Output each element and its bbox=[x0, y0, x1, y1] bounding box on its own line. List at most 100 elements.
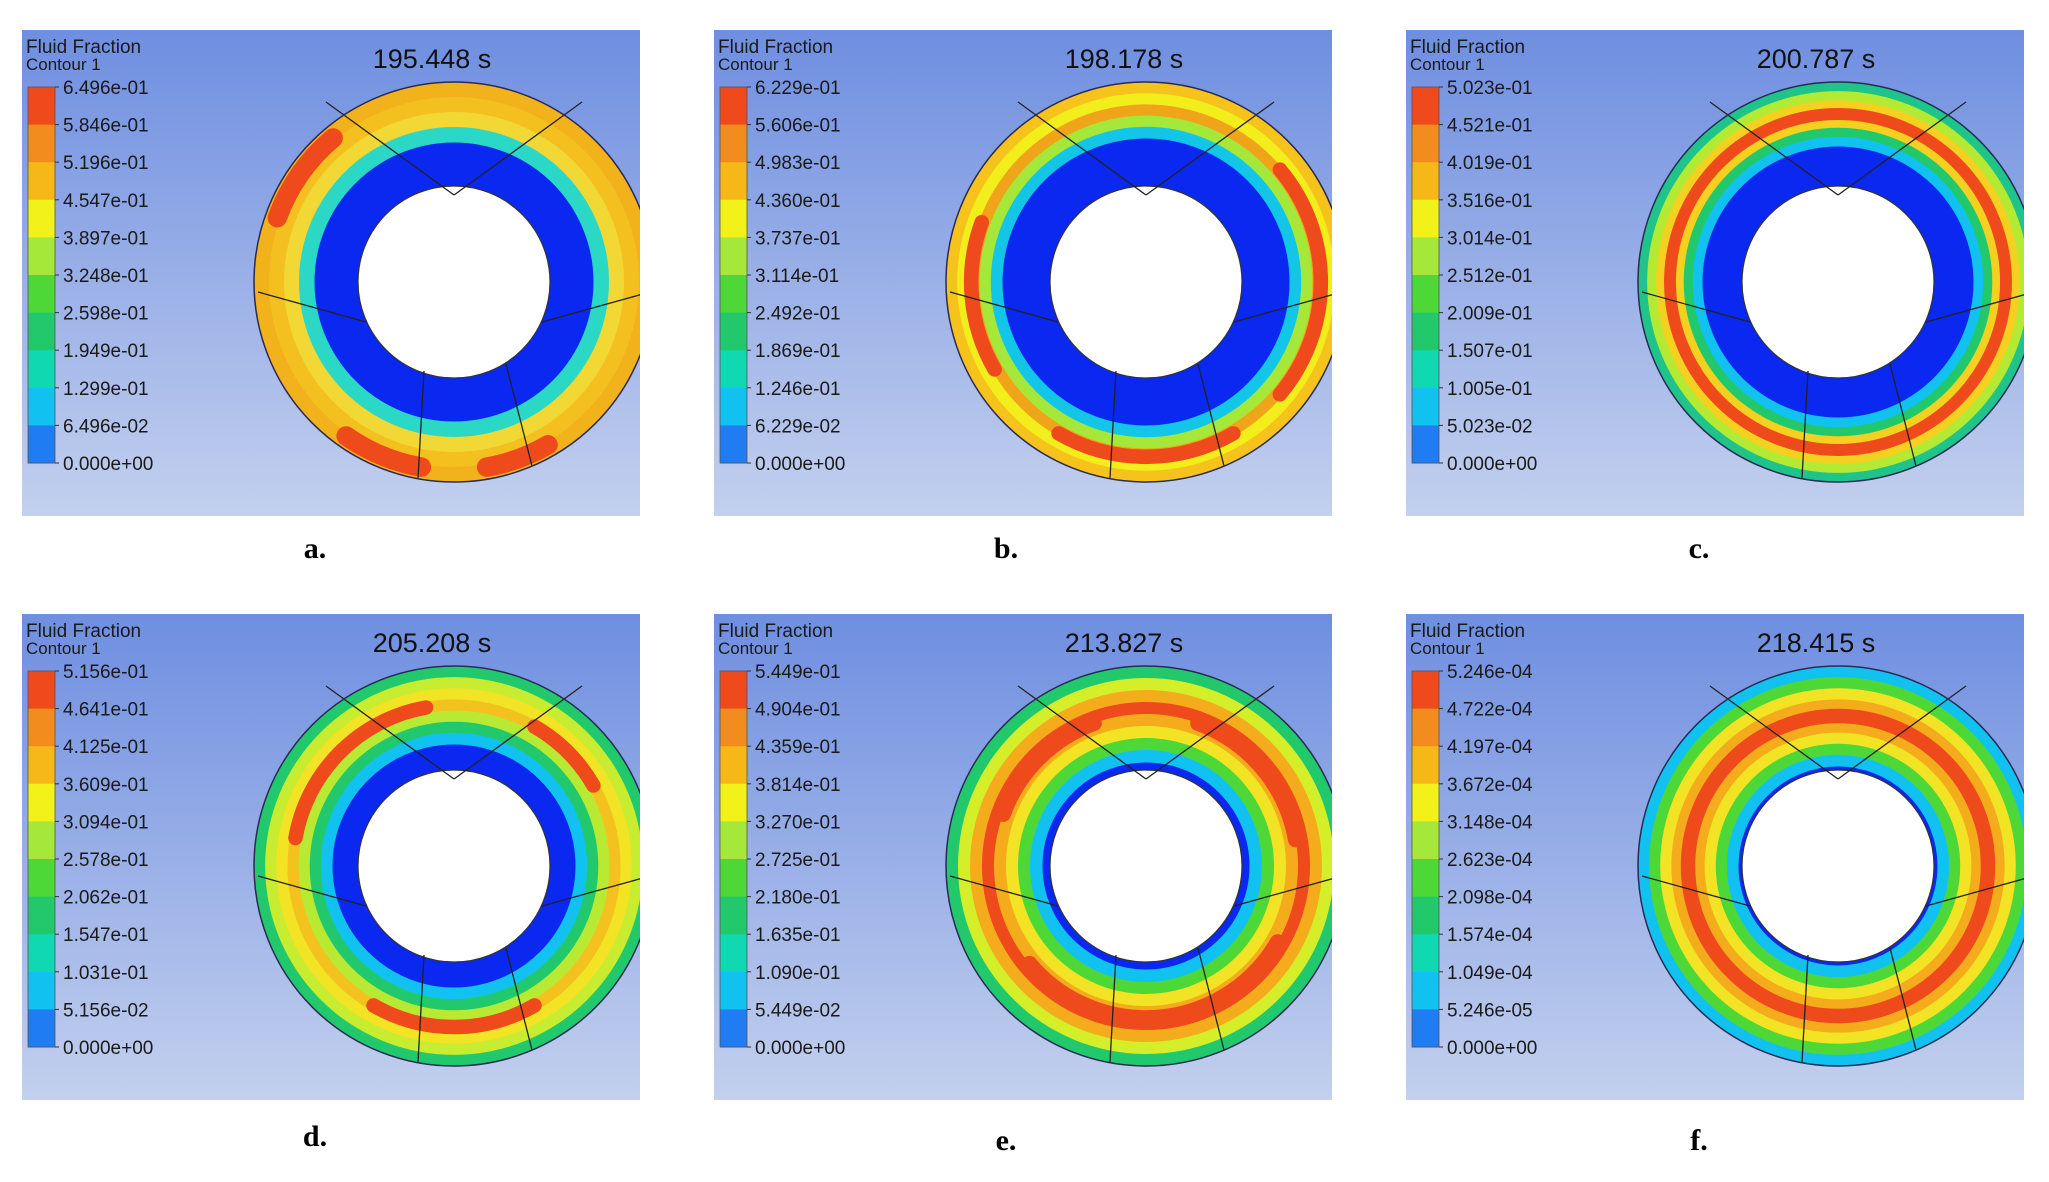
legend-tick-label: 4.983e-01 bbox=[755, 153, 841, 174]
inner-hole bbox=[357, 185, 551, 379]
legend-tick-label: 0.000e+00 bbox=[755, 1038, 845, 1059]
contour-plot-f: Fluid Fraction Contour 1 218.415 s 5.246e-0… bbox=[1406, 614, 2024, 1100]
legend-band bbox=[1412, 708, 1439, 747]
legend-band bbox=[28, 425, 55, 464]
mesh-block-line bbox=[1145, 685, 1275, 780]
legend-band bbox=[28, 312, 55, 351]
legend-tick-label: 5.449e-01 bbox=[755, 662, 841, 683]
legend-tick-label: 1.031e-01 bbox=[63, 963, 149, 984]
mesh-block-line bbox=[949, 291, 1059, 323]
legend-band bbox=[1412, 821, 1439, 860]
legend-tick-label: 5.246e-05 bbox=[1447, 1000, 1533, 1021]
legend-tick-label: 5.606e-01 bbox=[755, 116, 841, 137]
mesh-block-line bbox=[1017, 685, 1147, 780]
interface-band bbox=[309, 137, 599, 427]
annulus-cross-section bbox=[1637, 665, 2024, 1067]
legend-tick-label: 1.090e-01 bbox=[755, 963, 841, 984]
interface-band bbox=[1037, 757, 1255, 975]
annulus-cross-section bbox=[253, 665, 640, 1067]
legend-band bbox=[1412, 671, 1439, 710]
legend-band bbox=[1412, 350, 1439, 389]
legend-tick-label: 6.229e-01 bbox=[755, 78, 841, 99]
panel-caption-f: f. bbox=[1690, 1124, 1708, 1157]
legend-band bbox=[28, 971, 55, 1010]
legend-tick-label: 5.023e-02 bbox=[1447, 416, 1533, 437]
legend-band bbox=[28, 275, 55, 314]
legend-band bbox=[28, 387, 55, 426]
high-fraction-zone bbox=[1190, 715, 1304, 848]
legend-tick-label: 0.000e+00 bbox=[63, 1038, 153, 1059]
high-fraction-zone bbox=[963, 214, 1002, 377]
legend-tick-label: 4.641e-01 bbox=[63, 700, 149, 721]
mesh-block-line bbox=[1233, 878, 1332, 907]
mesh-block-line bbox=[1197, 363, 1225, 467]
outer-boundary bbox=[253, 665, 640, 1067]
mesh-block-line bbox=[541, 878, 640, 907]
legend-band bbox=[720, 746, 747, 785]
legend-band bbox=[720, 896, 747, 935]
legend-band bbox=[1412, 971, 1439, 1010]
mesh-block-line bbox=[1837, 685, 1967, 780]
legend-tick-label: 3.248e-01 bbox=[63, 266, 149, 287]
legend-tick-label: 4.722e-04 bbox=[1447, 700, 1533, 721]
panel-caption-a: a. bbox=[303, 532, 327, 565]
legend-tick-label: 5.023e-01 bbox=[1447, 78, 1533, 99]
legend-band bbox=[28, 746, 55, 785]
legend-band bbox=[1412, 124, 1439, 163]
legend-band bbox=[720, 671, 747, 710]
legend-tick-label: 6.496e-01 bbox=[63, 78, 149, 99]
legend-tick-label: 3.814e-01 bbox=[755, 775, 841, 796]
inner-hole bbox=[357, 769, 551, 963]
legend-tick-label: 1.005e-01 bbox=[1447, 379, 1533, 400]
annulus-cross-section bbox=[945, 665, 1332, 1067]
legend-tick-label: 2.578e-01 bbox=[63, 850, 149, 871]
time-label: 198.178 s bbox=[1065, 44, 1184, 74]
legend-tick-label: 4.359e-01 bbox=[755, 737, 841, 758]
legend-title: Fluid Fraction bbox=[26, 37, 141, 58]
legend-band bbox=[1412, 934, 1439, 973]
legend-tick-label: 3.672e-04 bbox=[1447, 775, 1533, 796]
legend-tick-label: 2.725e-01 bbox=[755, 850, 841, 871]
legend-band bbox=[720, 859, 747, 898]
legend-band bbox=[1412, 199, 1439, 238]
legend-tick-label: 1.635e-01 bbox=[755, 925, 841, 946]
panel-caption-e: e. bbox=[995, 1124, 1017, 1157]
mesh-block-line bbox=[1837, 101, 1967, 196]
legend-title: Fluid Fraction bbox=[26, 621, 141, 642]
mesh-block-line bbox=[1641, 875, 1751, 907]
interface-band bbox=[1697, 141, 1979, 423]
inner-hole bbox=[1741, 185, 1935, 379]
legend-tick-label: 2.062e-01 bbox=[63, 888, 149, 909]
legend-tick-label: 1.049e-04 bbox=[1447, 963, 1533, 984]
legend-tick-label: 2.492e-01 bbox=[755, 304, 841, 325]
legend-tick-label: 5.846e-01 bbox=[63, 116, 149, 137]
mesh-block-line bbox=[1145, 101, 1275, 196]
mesh-block-line bbox=[1889, 363, 1917, 467]
inner-hole bbox=[1741, 769, 1935, 963]
legend-tick-label: 6.229e-02 bbox=[755, 416, 841, 437]
outer-boundary bbox=[1637, 665, 2024, 1067]
mesh-block-line bbox=[1801, 954, 1809, 1063]
high-fraction-zone bbox=[1664, 108, 2012, 456]
high-fraction-zone bbox=[476, 435, 558, 477]
interface-band bbox=[327, 739, 581, 993]
legend-tick-label: 2.598e-01 bbox=[63, 304, 149, 325]
legend-tick-label: 6.496e-02 bbox=[63, 416, 149, 437]
legend-tick-label: 3.897e-01 bbox=[63, 228, 149, 249]
legend-tick-label: 0.000e+00 bbox=[63, 454, 153, 475]
high-fraction-zone bbox=[366, 998, 542, 1035]
mesh-block-line bbox=[1889, 947, 1917, 1051]
legend-band bbox=[720, 425, 747, 464]
legend-tick-label: 1.869e-01 bbox=[755, 341, 841, 362]
legend-band bbox=[1412, 275, 1439, 314]
high-fraction-zone bbox=[1680, 708, 1996, 1024]
mesh-block-line bbox=[949, 875, 1059, 907]
legend-band bbox=[720, 275, 747, 314]
outer-boundary bbox=[253, 81, 640, 483]
legend-band bbox=[1412, 425, 1439, 464]
mesh-block-line bbox=[1641, 291, 1751, 323]
legend-band bbox=[1412, 162, 1439, 201]
mesh-block-line bbox=[417, 370, 425, 479]
